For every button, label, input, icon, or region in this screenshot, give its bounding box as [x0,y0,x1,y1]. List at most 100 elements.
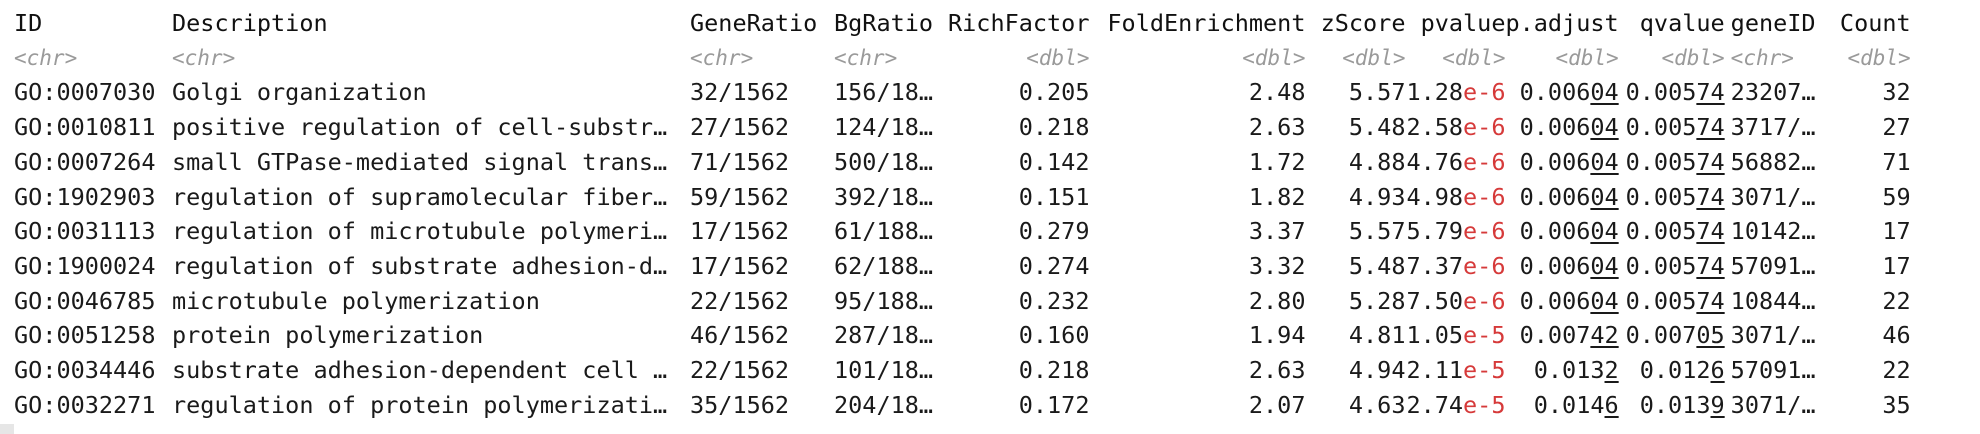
cell-qvalue: 0.00574 [1619,249,1725,284]
col-header-description: Description [172,9,328,37]
cell-generatio: 46/1562 [690,321,790,350]
qvalue-digits: 0.007 [1625,321,1697,350]
cell-geneid: 10844… [1730,286,1816,315]
cell-generatio: 22/1562 [690,286,790,315]
col-header-geneid: geneID [1730,9,1816,37]
qvalue-digits: 0.013 [1639,390,1711,419]
padjust-underlined-digits: 04 [1590,113,1619,142]
col-type-foldenrichment: <dbl> [1242,45,1306,70]
cell-id: GO:0034446 [14,356,156,385]
col-type-padjust: <dbl> [1555,45,1619,70]
cell-id: GO:0051258 [14,321,156,350]
cell-bgratio: 95/188… [834,286,934,315]
cell-pvalue: 7.50e-6 [1405,284,1505,319]
padjust-digits: 0.007 [1519,321,1591,350]
cell-generatio: 71/1562 [690,147,790,176]
pvalue-exponent: e-6 [1463,286,1506,315]
cell-generatio: 17/1562 [690,217,790,246]
padjust-underlined-digits: 04 [1590,251,1619,280]
pvalue-mantissa: 5.79 [1406,217,1464,246]
pvalue-mantissa: 4.76 [1406,147,1464,176]
col-type-description: <chr> [172,45,236,70]
cell-zscore: 4.81 [1348,321,1406,350]
cell-padjust: 0.00604 [1505,214,1619,249]
col-type-id: <chr> [14,45,78,70]
col-type-richfactor: <dbl> [1026,45,1090,70]
cell-geneid: 10142… [1730,217,1816,246]
padjust-underlined-digits: 04 [1590,147,1619,176]
table-row: GO:1900024 regulation of substrate adhesi… [14,249,1911,284]
cell-padjust: 0.00604 [1505,180,1619,215]
table-row: GO:0007030 Golgi organization 32/1562 156/1… [14,75,1911,110]
cell-count: 59 [1882,182,1911,211]
pvalue-mantissa: 1.05 [1406,321,1464,350]
cell-foldenrichment: 3.37 [1248,217,1306,246]
cell-padjust: 0.00604 [1505,75,1619,110]
padjust-digits: 0.014 [1533,390,1605,419]
cell-id: GO:0046785 [14,286,156,315]
cell-zscore: 4.88 [1348,147,1406,176]
col-header-qvalue: qvalue [1639,9,1725,37]
pvalue-exponent: e-5 [1463,390,1506,419]
cell-description: positive regulation of cell-substr… [172,113,668,142]
scroll-indicator[interactable] [0,424,14,434]
cell-count: 71 [1882,147,1911,176]
cell-padjust: 0.00604 [1505,249,1619,284]
cell-richfactor: 0.218 [1018,113,1090,142]
cell-pvalue: 1.28e-6 [1405,75,1505,110]
cell-geneid: 3717/… [1730,113,1816,142]
cell-count: 35 [1882,390,1911,419]
cell-id: GO:0007264 [14,147,156,176]
col-type-qvalue: <dbl> [1661,45,1725,70]
cell-richfactor: 0.160 [1018,321,1090,350]
padjust-underlined-digits: 6 [1604,390,1619,419]
cell-richfactor: 0.151 [1018,182,1090,211]
col-type-geneid: <chr> [1730,45,1794,70]
col-header-richfactor: RichFactor [948,9,1090,37]
header-row: ID Description GeneRatio BgRatio RichFac… [14,6,1911,41]
table-row: GO:0032271 regulation of protein polymeri… [14,388,1911,423]
cell-geneid: 3071/… [1730,182,1816,211]
cell-foldenrichment: 2.48 [1248,78,1306,107]
cell-id: GO:0031113 [14,217,156,246]
qvalue-underlined-digits: 05 [1696,321,1725,350]
padjust-underlined-digits: 04 [1590,78,1619,107]
cell-id: GO:0007030 [14,78,156,107]
cell-geneid: 57091… [1730,251,1816,280]
cell-generatio: 59/1562 [690,182,790,211]
cell-bgratio: 101/18… [834,356,934,385]
qvalue-underlined-digits: 74 [1696,251,1725,280]
cell-id: GO:0010811 [14,113,156,142]
cell-count: 22 [1882,356,1911,385]
table-row: GO:0051258 protein polymerization 46/1562 2… [14,318,1911,353]
cell-geneid: 56882… [1730,147,1816,176]
pvalue-exponent: e-6 [1463,217,1506,246]
cell-richfactor: 0.172 [1018,390,1090,419]
padjust-digits: 0.006 [1519,78,1591,107]
cell-richfactor: 0.232 [1018,286,1090,315]
cell-description: microtubule polymerization [172,286,540,315]
cell-qvalue: 0.00574 [1619,284,1725,319]
cell-padjust: 0.00604 [1505,284,1619,319]
cell-zscore: 5.28 [1348,286,1406,315]
table-row: GO:0007264 small GTPase-mediated signal t… [14,145,1911,180]
cell-pvalue: 2.11e-5 [1405,353,1505,388]
cell-id: GO:1900024 [14,251,156,280]
padjust-digits: 0.006 [1519,251,1591,280]
pvalue-mantissa: 2.74 [1406,390,1464,419]
cell-padjust: 0.00742 [1505,318,1619,353]
table-row: GO:0034446 substrate adhesion-dependent c… [14,353,1911,388]
qvalue-underlined-digits: 74 [1696,217,1725,246]
pvalue-exponent: e-6 [1463,113,1506,142]
cell-padjust: 0.0146 [1505,388,1619,423]
cell-bgratio: 156/18… [834,78,934,107]
cell-qvalue: 0.0126 [1619,353,1725,388]
cell-bgratio: 61/188… [834,217,934,246]
qvalue-digits: 0.005 [1625,217,1697,246]
cell-id: GO:0032271 [14,390,156,419]
cell-qvalue: 0.0139 [1619,388,1725,423]
table-row: GO:0010811 positive regulation of cell-su… [14,110,1911,145]
cell-richfactor: 0.279 [1018,217,1090,246]
cell-richfactor: 0.274 [1018,251,1090,280]
cell-generatio: 32/1562 [690,78,790,107]
